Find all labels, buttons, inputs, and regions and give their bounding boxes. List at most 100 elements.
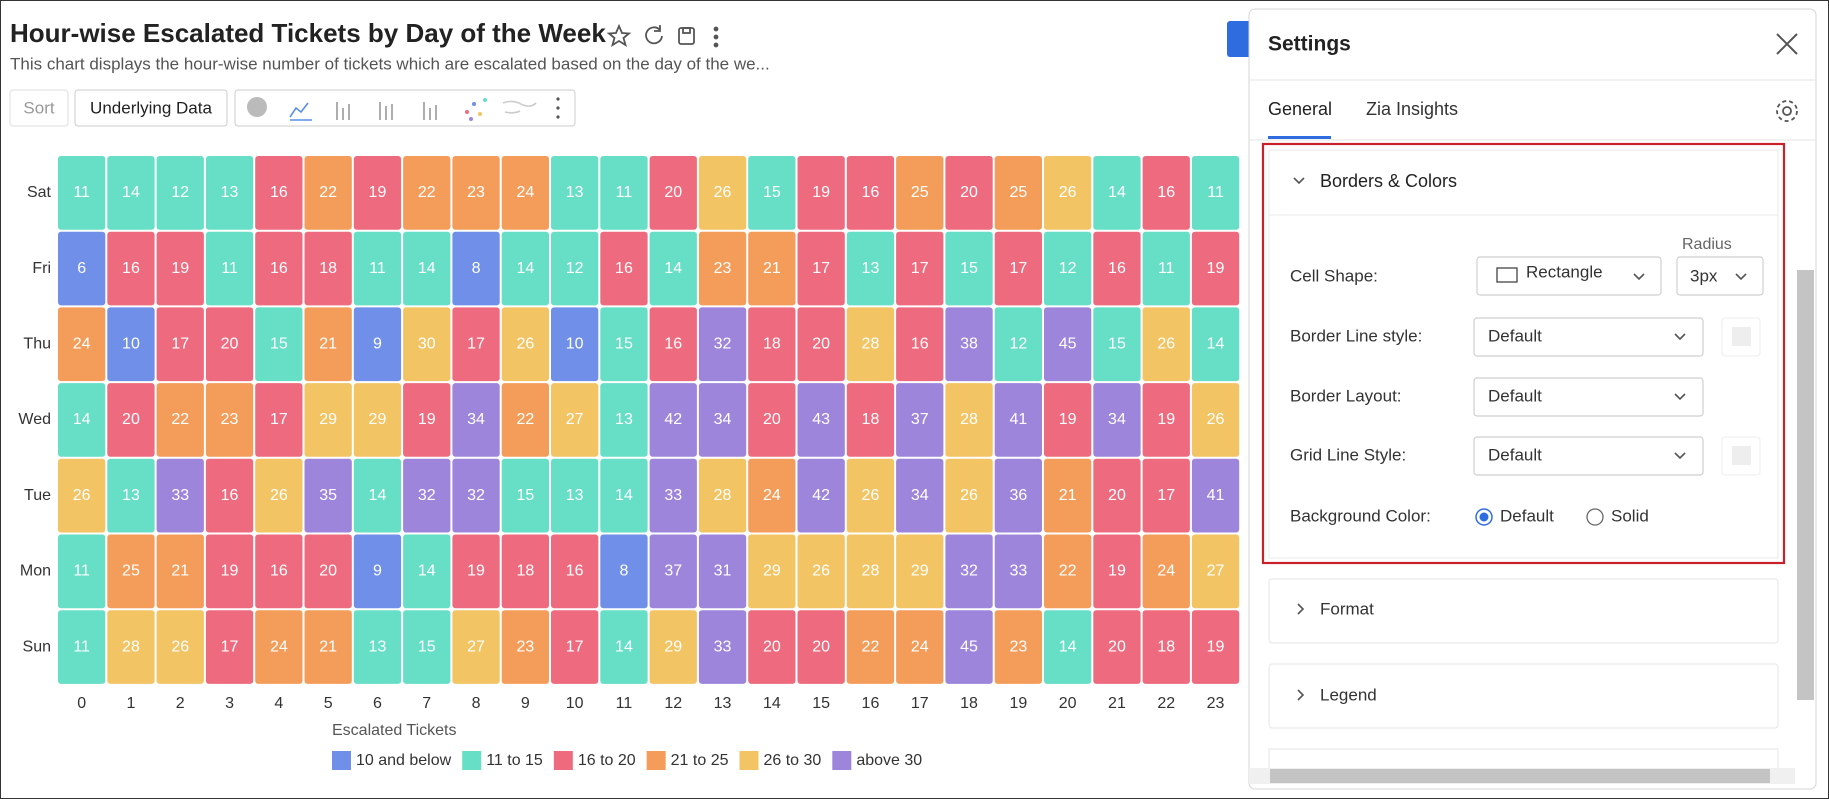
heat-cell [156, 534, 204, 609]
cell-label: 35 [319, 487, 337, 504]
cell-label: 14 [418, 260, 436, 277]
cell-label: 20 [1108, 638, 1126, 655]
section-title[interactable]: Borders & Colors [1320, 171, 1457, 191]
heat-cell [1142, 383, 1190, 457]
x-tick-label: 19 [1009, 695, 1027, 712]
heat-cell [846, 156, 895, 230]
heat-cell [896, 534, 944, 609]
x-tick-label: 17 [911, 695, 929, 712]
heat-cell [896, 231, 944, 306]
cell-label: 34 [714, 411, 732, 428]
section-title: Format [1320, 599, 1374, 618]
cell-label: 11 [73, 638, 90, 655]
heat-cell [698, 458, 747, 533]
cell-label: 22 [418, 184, 436, 201]
border-line-dropdown[interactable] [1473, 317, 1704, 357]
heat-cell [501, 534, 549, 609]
x-tick-label: 14 [763, 695, 781, 712]
border-layout-dropdown[interactable] [1473, 377, 1704, 417]
cell-label: 14 [122, 184, 140, 201]
radio-solid[interactable] [1586, 508, 1604, 526]
cell-label: 27 [566, 411, 584, 428]
heat-cell [846, 458, 895, 533]
cell-label: 25 [122, 563, 140, 580]
section-chevron[interactable] [1293, 177, 1305, 185]
gear-icon[interactable] [1776, 100, 1798, 122]
cell-label: 19 [1157, 411, 1175, 428]
chevron [1674, 452, 1686, 460]
cell-label: 32 [714, 335, 732, 352]
heat-cell [255, 307, 303, 382]
tab-zia[interactable]: Zia Insights [1366, 99, 1458, 119]
chart-type-icons[interactable] [247, 97, 560, 121]
cell-label: 24 [911, 638, 929, 655]
h-scrollbar[interactable] [1270, 769, 1770, 783]
cell-label: 19 [1207, 638, 1225, 655]
cell-label: 14 [664, 260, 682, 277]
cell-label: 13 [369, 638, 387, 655]
underlying-data-button[interactable] [74, 89, 228, 127]
heat-cell [353, 534, 402, 609]
sort-button[interactable] [9, 89, 69, 127]
radius-value: 3px [1690, 266, 1718, 285]
cell-label: 20 [812, 335, 830, 352]
radius-dropdown[interactable] [1676, 256, 1764, 296]
x-tick-label: 16 [862, 695, 880, 712]
heat-cell [1093, 231, 1141, 306]
heat-cell [649, 534, 697, 609]
radio-label: Default [1500, 506, 1554, 525]
cell-label: 32 [418, 487, 436, 504]
heat-cell [551, 307, 599, 382]
cell-label: 20 [1108, 487, 1126, 504]
radio-label: Solid [1611, 506, 1649, 525]
heat-cell [156, 307, 204, 382]
collapsed-card[interactable] [1268, 578, 1779, 644]
cell-label: 26 [73, 487, 91, 504]
collapsed-card[interactable] [1268, 663, 1779, 729]
heat-cell [945, 610, 993, 684]
x-tick-label: 10 [566, 695, 584, 712]
heat-cell [452, 610, 500, 684]
cell-label: 26 [812, 563, 830, 580]
heat-cell [156, 231, 204, 306]
cell-shape-dropdown[interactable] [1476, 256, 1662, 296]
heat-cell [58, 383, 106, 457]
heat-cell [994, 458, 1042, 533]
cell-label: 23 [221, 411, 239, 428]
heat-cell [1191, 231, 1240, 306]
heat-cell [1093, 610, 1141, 684]
cell-label: 14 [516, 260, 534, 277]
heat-cell [452, 534, 500, 609]
cell-label: 16 [862, 184, 880, 201]
cell-label: 21 [763, 260, 781, 277]
close-button[interactable] [1776, 33, 1798, 55]
heat-cell [1044, 383, 1092, 457]
cell-label: 17 [1009, 260, 1027, 277]
cell-label: 17 [467, 335, 485, 352]
cell-label: 20 [664, 184, 682, 201]
heat-cell [156, 458, 204, 533]
chevron [1674, 393, 1686, 401]
cell-label: 20 [221, 335, 239, 352]
cell-label: 16 [664, 335, 682, 352]
heat-cell [600, 231, 648, 306]
heat-cell [353, 458, 402, 533]
tab-general[interactable]: General [1268, 99, 1332, 119]
cell-label: 11 [369, 260, 386, 277]
heat-cell [452, 231, 500, 306]
x-tick-label: 2 [176, 695, 185, 712]
heat-cell [353, 156, 402, 230]
heat-cell [1191, 458, 1240, 533]
cell-label: 28 [960, 411, 978, 428]
grid-line-dropdown[interactable] [1473, 436, 1704, 476]
hidden-button[interactable] [1227, 21, 1252, 57]
x-tick-label: 4 [274, 695, 283, 712]
header-icons[interactable] [606, 23, 719, 48]
heat-cell [846, 231, 895, 306]
heat-cell [304, 307, 352, 382]
section-title: Legend [1320, 685, 1377, 704]
heat-cell [797, 534, 845, 609]
cell-label: 19 [812, 184, 830, 201]
heat-cell [501, 307, 549, 382]
v-scrollbar[interactable] [1797, 270, 1814, 700]
